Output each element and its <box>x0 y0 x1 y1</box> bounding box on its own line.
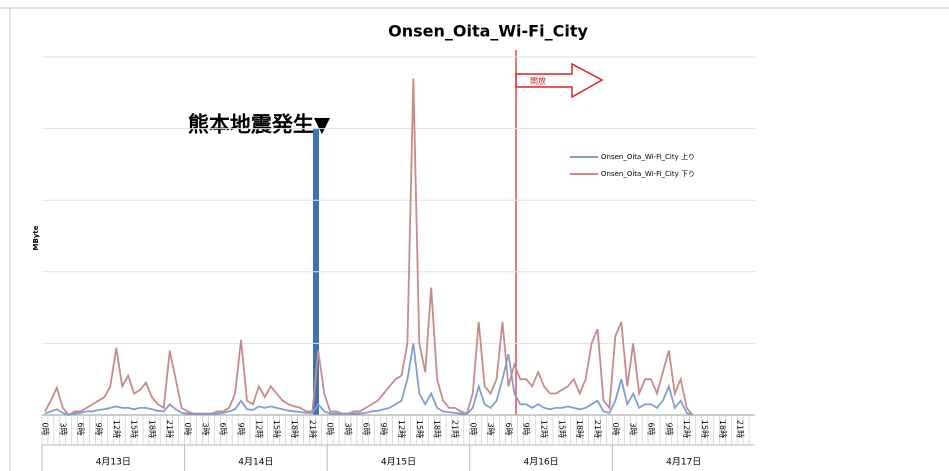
x-tick-label: 21時 <box>450 420 459 438</box>
x-tick-label: 21時 <box>736 420 745 438</box>
day-label: 4月15日 <box>381 457 416 468</box>
x-tick-label: 6時 <box>361 422 370 435</box>
x-tick-label: 3時 <box>343 422 352 435</box>
x-tick-label: 12時 <box>112 420 121 438</box>
x-tick-label: 9時 <box>379 422 388 435</box>
x-tick-label: 21時 <box>593 420 602 438</box>
x-tick-label: 21時 <box>165 420 174 438</box>
x-tick-label: 9時 <box>94 422 103 435</box>
x-tick-label: 0時 <box>468 422 477 435</box>
x-tick-label: 15時 <box>272 420 281 438</box>
open-label: 開放 <box>530 76 546 86</box>
x-tick-label: 18時 <box>575 420 584 438</box>
x-tick-label: 6時 <box>647 422 656 435</box>
legend-label: Onsen_Oita_Wi-Fi_City 下り <box>601 170 695 178</box>
x-tick-label: 18時 <box>433 420 442 438</box>
x-tick-label: 15時 <box>557 420 566 438</box>
open-arrow <box>515 62 604 99</box>
x-tick-label: 18時 <box>147 420 156 438</box>
legend-label: Onsen_Oita_Wi-Fi_City 上り <box>601 152 695 161</box>
day-label: 4月13日 <box>96 457 131 468</box>
series-line <box>44 78 694 417</box>
x-tick-label: 0時 <box>326 422 335 435</box>
x-tick-label: 0時 <box>183 422 192 435</box>
x-tick-label: 18時 <box>718 420 727 438</box>
x-tick-label: 6時 <box>504 422 513 435</box>
x-tick-label: 15時 <box>130 420 139 438</box>
x-tick-label: 9時 <box>522 422 531 435</box>
x-tick-label: 0時 <box>611 422 620 435</box>
x-tick-label: 12時 <box>682 420 691 438</box>
series-line <box>44 343 693 416</box>
x-tick-label: 21時 <box>308 420 317 438</box>
x-tick-label: 12時 <box>397 420 406 438</box>
x-tick-label: 6時 <box>76 422 85 435</box>
day-label: 4月17日 <box>666 457 701 468</box>
x-tick-label: 15時 <box>700 420 709 438</box>
x-tick-label: 12時 <box>540 420 549 438</box>
x-tick-label: 9時 <box>237 422 246 435</box>
day-label: 4月14日 <box>238 457 273 468</box>
x-tick-label: 3時 <box>629 422 638 435</box>
chart-title: Onsen_Oita_Wi-Fi_City <box>388 22 588 41</box>
x-tick-label: 3時 <box>58 422 67 435</box>
x-tick-label: 12時 <box>254 420 263 438</box>
x-tick-label: 3時 <box>201 422 210 435</box>
x-tick-label: 15時 <box>415 420 424 438</box>
x-tick-label: 0時 <box>40 422 49 435</box>
y-axis-label: MByte <box>32 225 40 250</box>
event-label: 熊本地震発生▼ <box>188 112 331 137</box>
x-tick-label: 3時 <box>486 422 495 435</box>
x-tick-label: 18時 <box>290 420 299 438</box>
x-tick-label: 9時 <box>664 422 673 435</box>
x-tick-label: 6時 <box>219 422 228 435</box>
day-label: 4月16日 <box>524 457 559 468</box>
